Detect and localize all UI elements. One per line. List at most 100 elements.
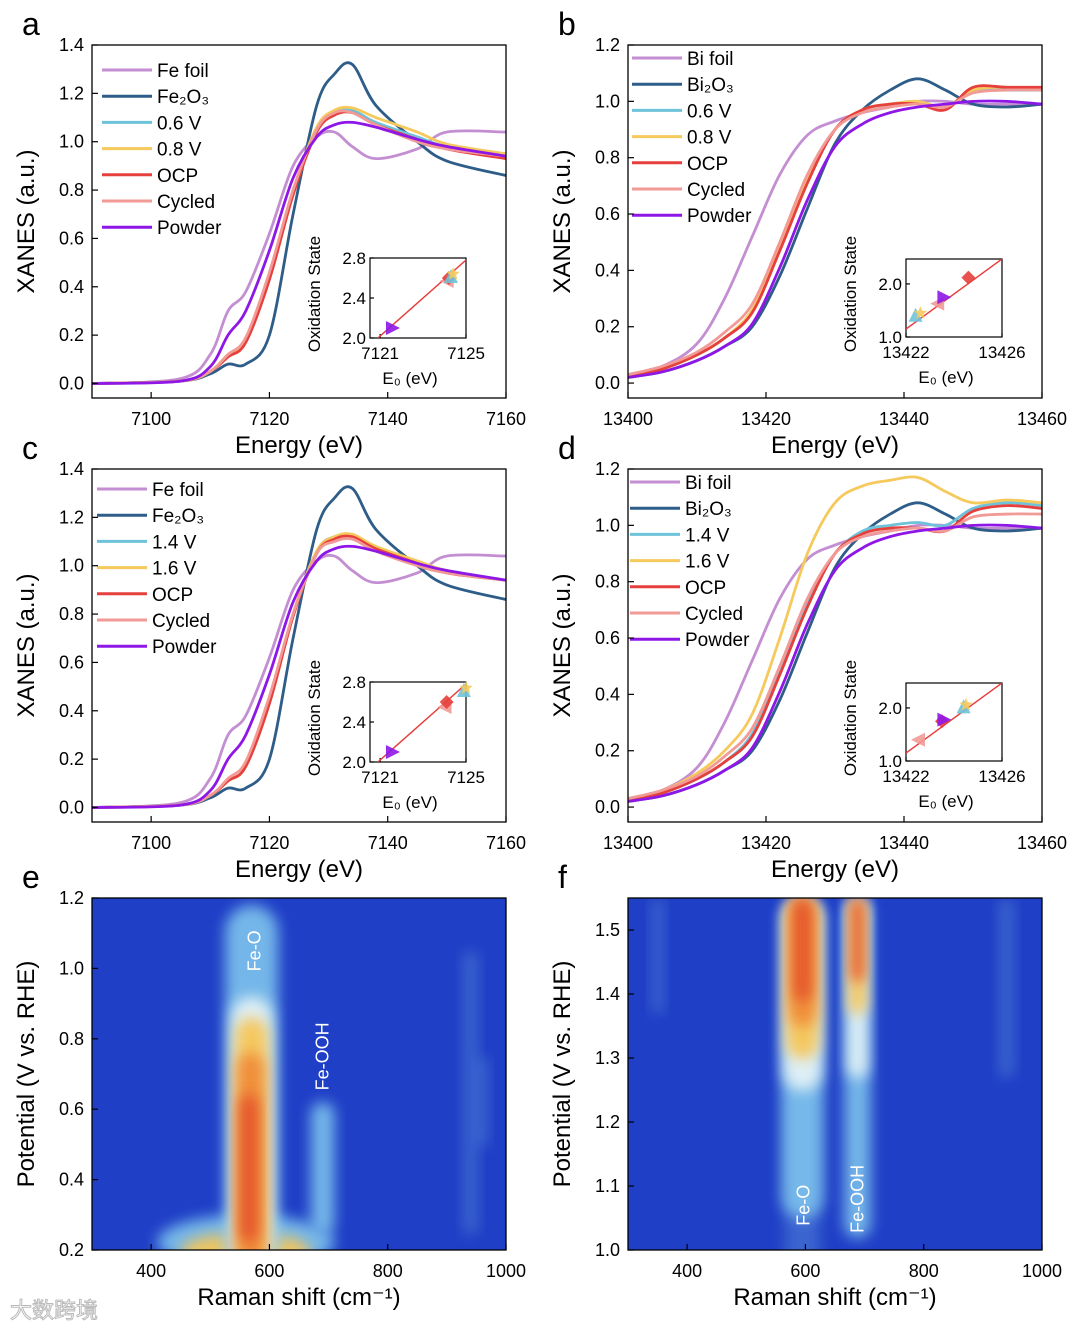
inset-frame	[905, 258, 1003, 338]
x-tick-label: 1000	[486, 1261, 526, 1281]
y-tick-label: 2.0	[878, 275, 902, 294]
legend-label: Powder	[685, 630, 750, 651]
legend-label: Cycled	[685, 604, 743, 625]
x-tick-label: 7120	[249, 409, 289, 429]
data-point	[937, 712, 952, 727]
series-line	[628, 523, 1042, 803]
legend-label: Powder	[157, 218, 222, 239]
legend-label: Cycled	[157, 192, 215, 213]
data-point	[959, 697, 973, 711]
inset-x-label: E₀ (eV)	[918, 792, 973, 811]
inset-frame	[369, 681, 467, 763]
x-tick-label: 400	[672, 1261, 702, 1281]
y-tick-label: 2.0	[878, 699, 902, 718]
y-tick-label: 0.8	[59, 180, 84, 200]
series-line	[92, 120, 506, 385]
inset-y-label: Oxidation State	[305, 236, 324, 352]
inset-frame	[369, 257, 467, 339]
legend-label: Powder	[152, 637, 217, 658]
y-tick-label: 0.6	[59, 228, 84, 248]
legend-label: Cycled	[687, 180, 745, 201]
panel-f: f Fe-O Fe-OOH 400 600 800 1000 1.0 1.1 1.2 1.3 1.4 1…	[549, 859, 1062, 1311]
y-tick-label: 1.2	[59, 888, 84, 908]
peak-label: Fe-OOH	[313, 1022, 333, 1090]
panel-c: c Fe foil Fe₂O₃ 1.4 V 1.6 V OCP Cycled Powder 71…	[13, 430, 526, 883]
peak-label: Fe-O	[245, 930, 265, 971]
data-point	[385, 745, 400, 759]
legend-label: OCP	[687, 154, 728, 175]
x-tick-label: 13426	[978, 767, 1025, 786]
y-tick-label: 1.2	[59, 83, 84, 103]
y-tick-label: 0.4	[59, 1170, 84, 1190]
data-point	[439, 695, 454, 709]
x-tick-label: 13400	[603, 409, 653, 429]
intensity-band	[651, 898, 664, 1014]
x-tick-label: 7160	[486, 833, 526, 853]
legend-label: Cycled	[152, 611, 210, 632]
legend-label: OCP	[152, 585, 193, 606]
y-tick-label: 1.2	[595, 1112, 620, 1132]
x-tick-label: 13460	[1017, 833, 1067, 853]
series-group	[92, 61, 506, 385]
y-tick-label: 2.8	[342, 673, 366, 692]
x-tick-label: 7125	[447, 344, 485, 363]
series-line	[92, 108, 506, 385]
legend-label: Bi₂O₃	[687, 75, 734, 96]
inset-y-label: Oxidation State	[841, 236, 860, 352]
intensity-band	[850, 898, 864, 982]
panel-e: e Fe-O Fe-OOH 400 600 800 1000 0.2 0.4 0.6 0.8 1.0 1…	[13, 859, 526, 1311]
x-tick-label: 13460	[1017, 409, 1067, 429]
legend-label: 0.6 V	[157, 113, 202, 134]
y-tick-label: 0.0	[59, 797, 84, 817]
y-axis-title: XANES (a.u.)	[13, 573, 40, 717]
y-tick-label: 1.0	[59, 958, 84, 978]
x-tick-label: 13440	[879, 833, 929, 853]
x-tick-label: 13420	[741, 833, 791, 853]
x-tick-label: 13422	[882, 343, 929, 362]
heatmap-cells	[651, 898, 1014, 1250]
y-axis-title: XANES (a.u.)	[13, 149, 40, 293]
y-tick-label: 2.0	[342, 753, 366, 772]
legend-label: 1.6 V	[685, 552, 730, 573]
intensity-band	[999, 898, 1014, 1078]
y-tick-label: 2.0	[342, 329, 366, 348]
inset-x-label: E₀ (eV)	[382, 793, 437, 812]
x-tick-label: 7140	[368, 833, 408, 853]
intensity-band	[793, 898, 812, 1002]
y-tick-label: 1.0	[59, 132, 84, 152]
plot-frame	[91, 44, 507, 399]
y-tick-label: 1.4	[59, 35, 84, 55]
plot-frame	[91, 468, 507, 823]
y-tick-label: 0.6	[59, 1099, 84, 1119]
y-tick-label: 1.0	[595, 1240, 620, 1260]
panel-letter: f	[558, 859, 567, 895]
inset-x-label: E₀ (eV)	[382, 369, 437, 388]
legend-label: Bi foil	[687, 49, 733, 70]
peak-label: Fe-OOH	[847, 1165, 867, 1233]
panel-letter: e	[22, 859, 40, 895]
y-tick-label: 0.6	[595, 204, 620, 224]
series-line	[628, 475, 1042, 800]
panel-letter: a	[22, 6, 40, 42]
x-tick-label: 800	[373, 1261, 403, 1281]
y-tick-label: 0.2	[595, 741, 620, 761]
legend-label: Bi₂O₃	[685, 499, 732, 520]
x-tick-label: 13440	[879, 409, 929, 429]
x-tick-label: 1000	[1022, 1261, 1062, 1281]
x-axis-title: Raman shift (cm⁻¹)	[197, 1284, 400, 1311]
series-line	[628, 88, 1042, 376]
series-line	[92, 129, 506, 385]
y-tick-label: 0.2	[59, 1240, 84, 1260]
data-point	[385, 321, 400, 335]
y-tick-label: 1.5	[595, 920, 620, 940]
x-tick-label: 7120	[249, 833, 289, 853]
legend-label: Bi foil	[685, 473, 731, 494]
legend-label: Fe₂O₃	[157, 87, 209, 108]
heatmap-background	[628, 898, 1042, 1250]
series-line	[92, 544, 506, 809]
data-point	[937, 290, 952, 305]
x-tick-label: 7140	[368, 409, 408, 429]
x-axis-title: Energy (eV)	[771, 432, 899, 459]
data-point	[961, 270, 976, 285]
y-tick-label: 1.3	[595, 1048, 620, 1068]
